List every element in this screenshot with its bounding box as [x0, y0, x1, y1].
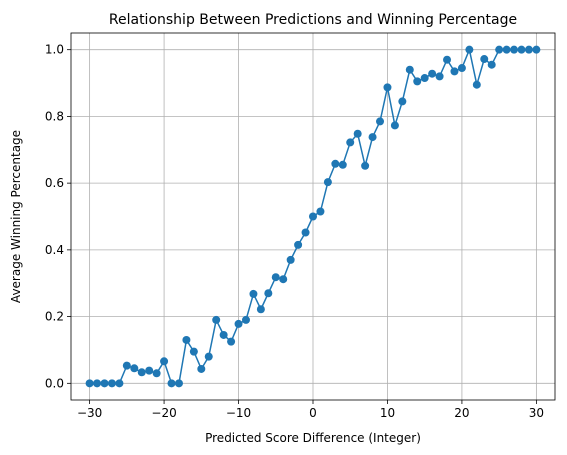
data-point	[249, 289, 258, 298]
data-point	[130, 364, 139, 373]
data-point	[93, 379, 102, 388]
data-point	[510, 45, 519, 54]
data-point	[487, 60, 496, 69]
data-point	[323, 178, 332, 187]
data-point	[219, 330, 228, 339]
x-tick-label: −10	[226, 406, 251, 420]
data-point	[301, 228, 310, 237]
data-point	[189, 347, 198, 356]
data-point	[137, 368, 146, 377]
data-point	[152, 369, 161, 378]
x-axis-label: Predicted Score Difference (Integer)	[205, 431, 421, 445]
data-point	[443, 55, 452, 64]
data-point	[160, 357, 169, 366]
data-point	[115, 379, 124, 388]
data-point	[368, 133, 377, 142]
data-point	[435, 72, 444, 81]
data-point	[428, 69, 437, 78]
data-point	[234, 319, 243, 328]
y-tick-label: 0.8	[45, 109, 64, 123]
data-point	[100, 379, 109, 388]
y-axis-label: Average Winning Percentage	[9, 130, 23, 303]
data-point	[271, 273, 280, 282]
y-tick-label: 0.0	[45, 376, 64, 390]
data-point	[294, 240, 303, 249]
x-tick-label: 10	[380, 406, 395, 420]
y-tick-label: 0.4	[45, 243, 64, 257]
data-point	[241, 315, 250, 324]
data-point	[264, 289, 273, 298]
data-point	[227, 337, 236, 346]
ticks-layer: −30 −20 −10 0 10 20 30 0.0 0.2 0.4 0.6 0.8 1.0	[45, 43, 544, 420]
grid-layer	[71, 33, 555, 400]
data-point	[517, 45, 526, 54]
x-tick-label: 30	[529, 406, 544, 420]
data-point	[331, 159, 340, 168]
data-point	[107, 379, 116, 388]
y-tick-label: 0.6	[45, 176, 64, 190]
series-layer	[85, 45, 541, 388]
data-point	[197, 364, 206, 373]
data-point	[502, 45, 511, 54]
data-point	[405, 65, 414, 74]
data-point	[309, 212, 317, 221]
data-point	[532, 45, 541, 54]
data-point	[413, 77, 422, 86]
data-point	[480, 55, 489, 64]
data-point	[256, 305, 265, 314]
x-tick-label: −30	[77, 406, 102, 420]
data-point	[122, 361, 131, 370]
data-point	[316, 207, 325, 216]
data-point	[472, 80, 481, 89]
data-point	[279, 275, 288, 284]
data-point	[450, 67, 459, 76]
data-point	[167, 379, 176, 388]
data-point	[457, 64, 466, 73]
data-point	[145, 366, 154, 375]
data-point	[376, 117, 385, 126]
data-point	[353, 129, 362, 138]
data-point	[361, 161, 370, 170]
data-point	[465, 45, 474, 54]
data-point	[390, 121, 399, 130]
x-tick-label: 20	[454, 406, 469, 420]
chart-title: Relationship Between Predictions and Win…	[109, 12, 517, 28]
x-tick-label: 0	[309, 406, 317, 420]
data-point	[346, 138, 355, 147]
data-point	[383, 83, 392, 92]
data-point	[338, 160, 347, 169]
data-point	[420, 74, 429, 83]
data-point	[495, 45, 504, 54]
data-point	[524, 45, 533, 54]
data-point	[204, 352, 213, 361]
data-point	[174, 379, 183, 388]
data-point	[182, 335, 191, 344]
x-tick-label: −20	[151, 406, 176, 420]
data-point	[212, 315, 221, 324]
data-point	[398, 97, 407, 106]
data-point	[85, 379, 94, 388]
data-point	[286, 255, 295, 264]
y-tick-label: 0.2	[45, 310, 64, 324]
y-tick-label: 1.0	[45, 43, 64, 57]
